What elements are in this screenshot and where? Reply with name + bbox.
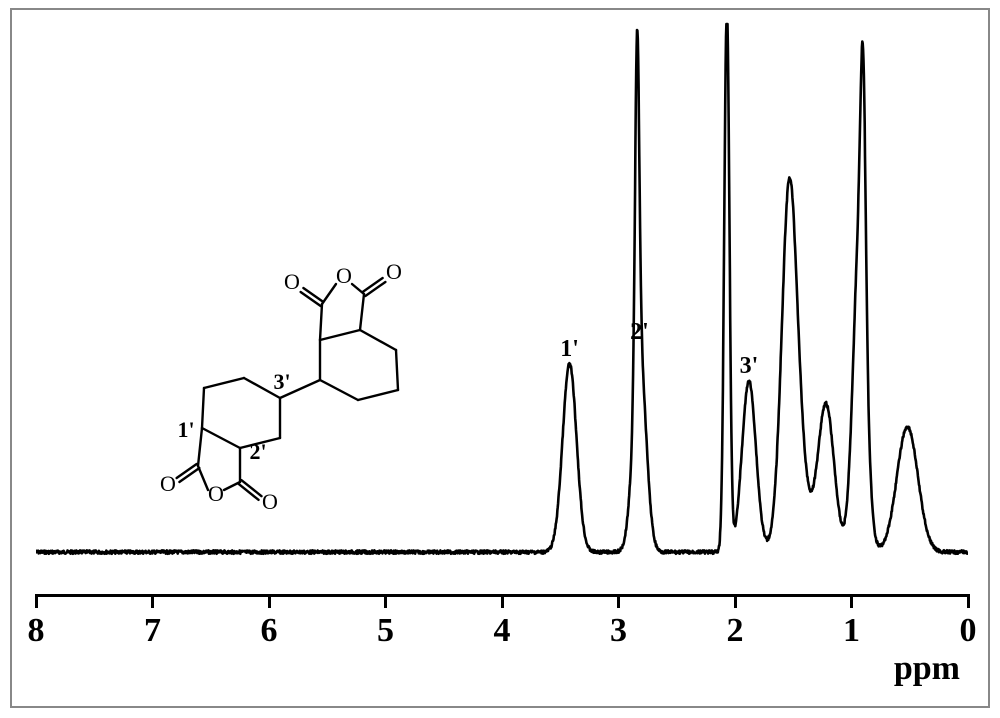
atom-label: O xyxy=(160,471,176,496)
x-tick xyxy=(617,594,620,608)
atom-label: O xyxy=(208,481,224,506)
mol-label-1prime: 1' xyxy=(177,417,194,442)
bond xyxy=(360,294,364,330)
x-tick xyxy=(151,594,154,608)
x-axis-label: ppm xyxy=(894,650,960,688)
bond xyxy=(360,330,396,350)
bond xyxy=(198,466,208,490)
bond xyxy=(198,428,202,466)
x-tick xyxy=(850,594,853,608)
x-tick-label: 2 xyxy=(727,612,744,650)
bond xyxy=(320,380,358,400)
bond xyxy=(204,378,244,388)
chart-frame: 8 7 6 5 4 3 2 1 0 ppm 1' 2' 3' O O O O O O 1' 2' 3' xyxy=(10,8,990,708)
x-tick-label: 5 xyxy=(377,612,394,650)
x-tick xyxy=(35,594,38,608)
molecule-structure: O O O O O O 1' 2' 3' xyxy=(132,210,462,510)
x-tick-label: 3 xyxy=(610,612,627,650)
bond xyxy=(396,350,398,390)
bond xyxy=(320,330,360,340)
atom-label: O xyxy=(386,259,402,284)
atom-label: O xyxy=(262,489,278,510)
bond xyxy=(202,388,204,428)
x-tick xyxy=(501,594,504,608)
mol-label-3prime: 3' xyxy=(273,369,290,394)
bond xyxy=(322,284,336,304)
atom-label: O xyxy=(284,269,300,294)
x-tick xyxy=(268,594,271,608)
peak-label-1prime: 1' xyxy=(560,336,579,363)
x-tick xyxy=(734,594,737,608)
x-tick-label: 4 xyxy=(494,612,511,650)
x-tick-label: 6 xyxy=(261,612,278,650)
x-tick-label: 8 xyxy=(28,612,45,650)
atom-label: O xyxy=(336,263,352,288)
bond xyxy=(320,304,322,340)
peak-label-3prime: 3' xyxy=(740,353,759,380)
x-tick xyxy=(384,594,387,608)
peak-label-2prime: 2' xyxy=(630,319,649,346)
bond xyxy=(202,428,240,448)
x-tick-label: 0 xyxy=(960,612,977,650)
x-tick xyxy=(967,594,970,608)
x-tick-label: 1 xyxy=(843,612,860,650)
bond xyxy=(358,390,398,400)
mol-label-2prime: 2' xyxy=(249,439,266,464)
x-tick-label: 7 xyxy=(144,612,161,650)
